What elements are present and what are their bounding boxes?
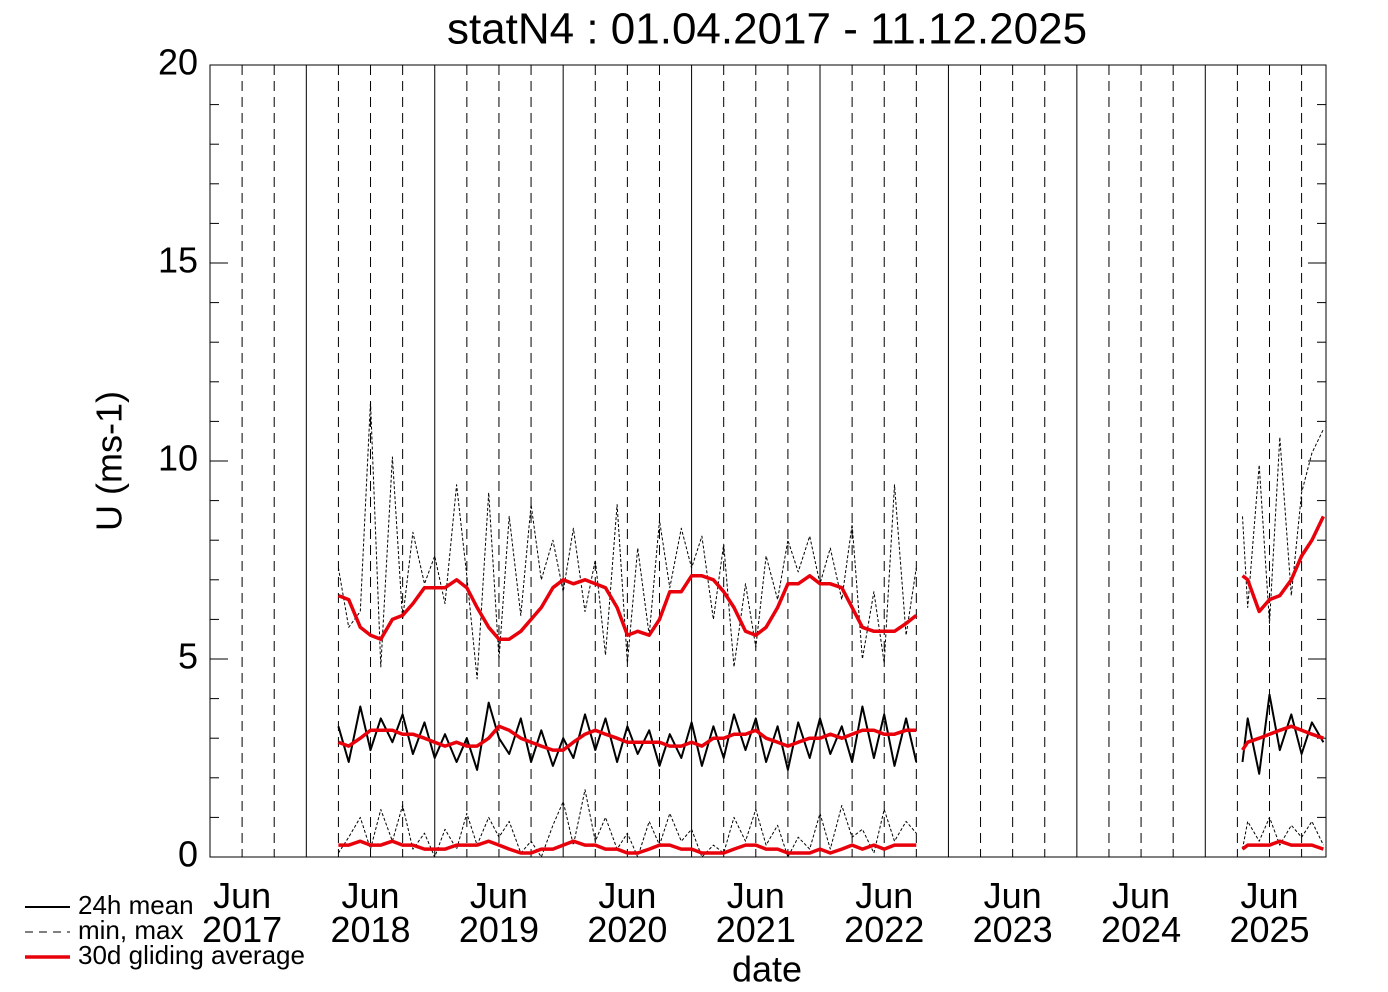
y-tick-label: 0 bbox=[178, 834, 198, 875]
x-tick-label: Jun 2017 bbox=[202, 875, 283, 950]
series-line bbox=[337, 789, 1324, 858]
x-tick-label: Jun 2024 bbox=[1101, 875, 1182, 950]
x-tick-label: Jun 2023 bbox=[972, 875, 1053, 950]
series-line bbox=[338, 839, 1324, 855]
plot-frame bbox=[209, 64, 1327, 858]
x-tick-label: Jun 2018 bbox=[330, 875, 411, 950]
x-tick-label: Jun 2025 bbox=[1229, 875, 1310, 950]
y-tick-label: 20 bbox=[158, 42, 198, 83]
y-tick-label: 10 bbox=[158, 438, 198, 479]
x-tick-label: Jun 2020 bbox=[587, 875, 668, 950]
y-axis-label: U (ms-1) bbox=[89, 391, 130, 531]
x-tick-label: Jun 2021 bbox=[715, 875, 796, 950]
x-tick-label: Jun 2019 bbox=[458, 875, 539, 950]
x-tick-label: Jun 2022 bbox=[844, 875, 925, 950]
legend-label: 24h mean bbox=[78, 890, 194, 920]
series-line bbox=[337, 515, 1325, 641]
legend-label: min, max bbox=[78, 915, 183, 945]
series-line bbox=[337, 401, 1324, 680]
chart-title: statN4 : 01.04.2017 - 11.12.2025 bbox=[447, 5, 1087, 54]
y-tick-label: 5 bbox=[178, 636, 198, 677]
series-line bbox=[337, 724, 1324, 752]
x-axis-label: date bbox=[732, 949, 802, 990]
y-tick-label: 15 bbox=[158, 240, 198, 281]
legend-label: 30d gliding average bbox=[78, 940, 305, 970]
